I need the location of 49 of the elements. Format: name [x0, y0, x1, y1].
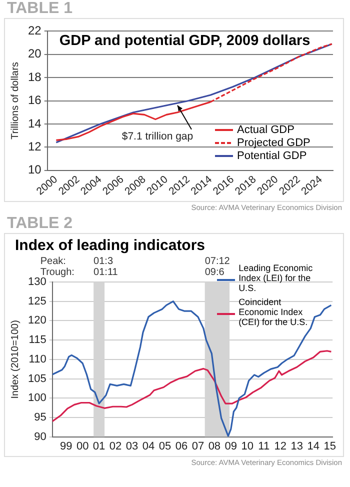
legend-label: Projected GDP — [237, 137, 312, 150]
x-tick-label: 12 — [274, 440, 286, 452]
x-tick-label: 06 — [175, 440, 188, 452]
caption: TABLE 1 — [6, 0, 74, 18]
x-tick-label: 00 — [76, 440, 89, 452]
y-tick-label: 14 — [28, 116, 42, 130]
y-tick-label: 16 — [28, 93, 42, 108]
legend-label: Potential GDP — [237, 150, 308, 162]
x-tick-label: 14 — [307, 440, 320, 452]
caption: TABLE 2 — [6, 215, 74, 233]
chart-title: GDP and potential GDP, 2009 dollars — [59, 33, 310, 50]
x-tick-label: 15 — [324, 440, 336, 452]
x-tick-label: 05 — [158, 440, 172, 452]
band-label: 01:3 01:11 — [94, 256, 118, 278]
x-tick-label: 03 — [126, 440, 138, 452]
x-tick-label: 10 — [241, 440, 254, 452]
x-tick-label: 13 — [290, 440, 303, 452]
x-tick-label: 08 — [208, 440, 221, 452]
y-axis-title: Index (2010=100) — [10, 320, 21, 399]
band-label: 07:12 09:6 — [204, 256, 230, 278]
y-tick-label: 90 — [34, 430, 46, 443]
text: Peak: — [40, 256, 66, 267]
chart-title: Index of leading indicators — [15, 236, 206, 256]
y-tick-label: 110 — [28, 353, 46, 366]
x-tick-label: 99 — [60, 440, 72, 452]
annotation: $7.1 trillion gap — [122, 130, 194, 142]
x-tick-label: 04 — [142, 440, 155, 452]
legend-label: Actual GDP — [237, 124, 296, 136]
y-tick-label: 12 — [28, 139, 42, 154]
x-tick-label: 02 — [109, 440, 122, 452]
y-tick-label: 10 — [28, 162, 42, 177]
y-tick-label: 20 — [28, 46, 42, 61]
legend-label: Coincident Economic Index (CEI) for the U.S. — [238, 297, 309, 327]
x-tick-label: 11 — [258, 440, 270, 452]
y-tick-label: 100 — [28, 392, 46, 404]
y-axis-title: Trillions of dollars — [10, 62, 21, 140]
y-tick-label: 22 — [28, 24, 42, 38]
text: Trough: — [40, 267, 74, 278]
y-tick-label: 115 — [28, 334, 46, 346]
x-tick-label: 09 — [224, 440, 238, 452]
y-tick-label: 95 — [34, 411, 46, 424]
x-tick-label: 01 — [92, 440, 106, 452]
x-tick-label: 07 — [192, 440, 204, 452]
y-tick-label: 125 — [28, 295, 46, 308]
y-tick-label: 120 — [28, 314, 46, 327]
legend-label: Leading Economic Index (LEI) for the U.S. — [238, 263, 314, 293]
y-tick-label: 105 — [28, 372, 46, 385]
y-tick-label: 130 — [28, 276, 46, 288]
y-tick-label: 18 — [28, 70, 42, 84]
